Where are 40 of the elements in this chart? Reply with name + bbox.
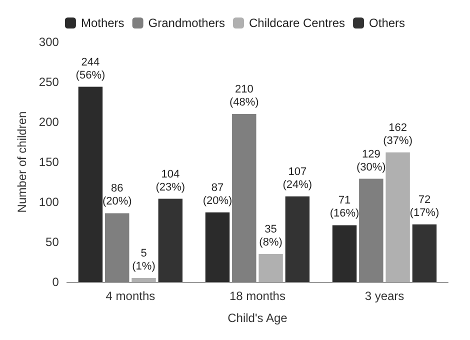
bar [386,152,410,282]
data-label: 71 (16%) [330,194,360,220]
data-label: 244 (56%) [76,56,106,82]
data-label: 162 (37%) [383,122,412,147]
y-tick-label: 0 [52,275,60,289]
bar [332,225,357,282]
data-label: 87 (20%) [202,182,232,207]
legend-label: Mothers [80,16,124,30]
x-axis-title: Child's Age [228,311,288,325]
x-tick-label: 3 years [364,289,404,303]
legend-label: Others [369,16,406,30]
legend-label: Childcare Centres [248,16,346,30]
bar [205,212,230,282]
bar [158,198,183,282]
y-tick-label: 50 [46,235,60,249]
bar [132,278,156,282]
y-tick-label: 200 [38,115,60,129]
bar [285,196,310,282]
y-axis-title: Number of children [15,111,29,213]
bar [258,254,283,282]
data-label: 107 (24%) [282,166,312,191]
data-label: 35 (8%) [259,224,282,248]
y-tick-label: 150 [38,155,60,169]
bar [232,114,256,282]
legend-label: Grandmothers [148,16,225,30]
bar [105,213,130,282]
data-label: 86 (20%) [102,182,132,208]
data-label: 72 (17%) [410,194,440,219]
x-tick-label: 18 months [229,289,286,303]
y-tick-label: 300 [38,35,60,49]
data-label: 210 (48%) [229,84,259,108]
bar [78,86,103,282]
bar [412,224,437,282]
bar [359,178,384,282]
y-tick-label: 100 [38,195,60,209]
data-label: 104 (23%) [156,168,186,194]
y-tick-label: 250 [38,75,60,89]
data-label: 5 (1%) [132,248,156,272]
x-tick-label: 4 months [106,289,156,303]
data-label: 129 (30%) [356,148,386,174]
